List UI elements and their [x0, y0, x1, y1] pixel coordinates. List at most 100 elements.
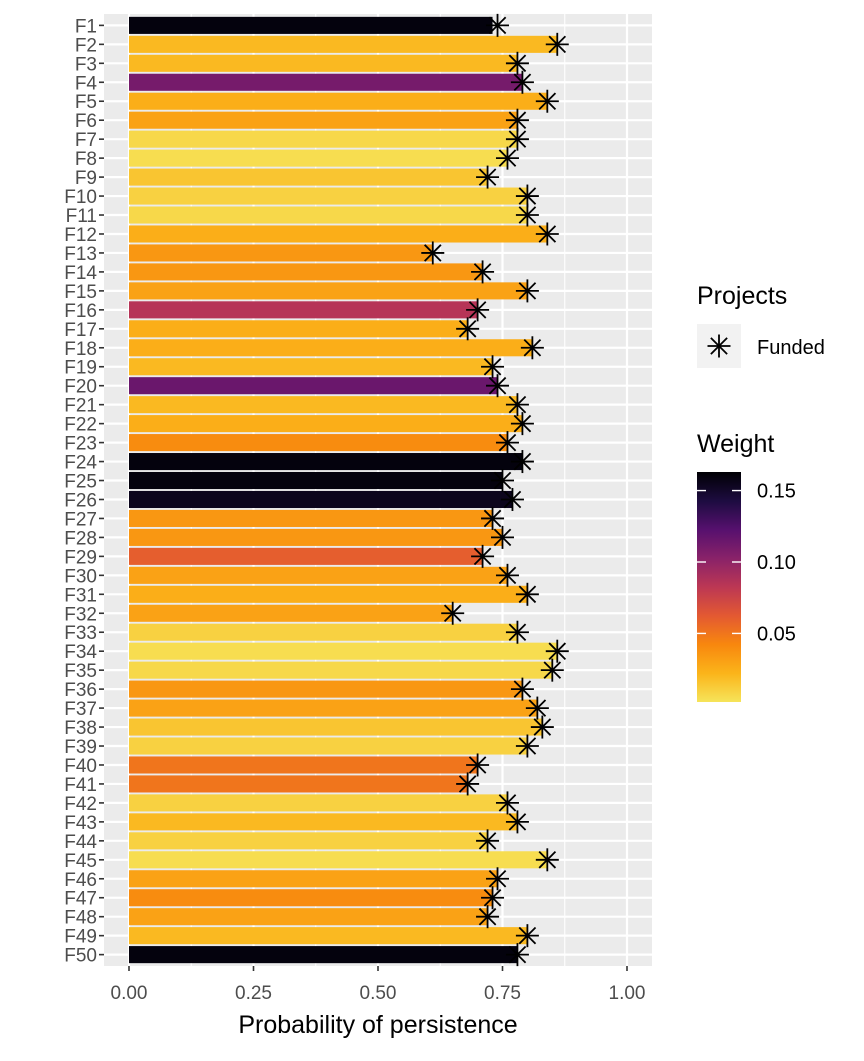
x-axis-title: Probability of persistence [238, 1011, 517, 1039]
marker-stroke [548, 35, 567, 54]
marker-stroke [473, 547, 492, 566]
y-tick-label: F37 [64, 699, 97, 720]
y-tick-label: F14 [64, 263, 97, 284]
bar-F17 [129, 320, 468, 338]
funded-marker-F8 [495, 146, 519, 170]
marker-stroke [473, 263, 492, 281]
legend-projects-title: Projects [697, 282, 787, 310]
funded-marker-F42 [495, 791, 519, 815]
marker-stroke [498, 794, 517, 812]
marker-stroke [488, 869, 507, 888]
bar-F7 [129, 130, 518, 148]
funded-marker-F28 [491, 525, 514, 549]
funded-marker-F22 [510, 412, 534, 436]
bar-F11 [129, 206, 528, 224]
funded-marker-F35 [540, 658, 564, 682]
bar-F28 [129, 528, 503, 546]
funded-marker-F34 [545, 639, 569, 663]
marker-stroke [508, 130, 527, 148]
marker-stroke [468, 756, 487, 774]
y-tick-label: F48 [64, 908, 97, 929]
y-tick-label: F33 [64, 623, 97, 644]
y-tick-label: F28 [64, 528, 97, 549]
bar-F44 [129, 832, 488, 850]
marker-stroke [458, 320, 477, 338]
bar-F4 [129, 73, 523, 91]
bar-F32 [129, 604, 453, 622]
funded-marker-F23 [495, 431, 519, 455]
y-tick-label: F7 [75, 130, 97, 151]
y-tick-label: F45 [64, 851, 97, 872]
x-tick-label: 0.75 [484, 983, 521, 1004]
marker-stroke [518, 187, 537, 205]
y-tick-label: F12 [64, 225, 97, 246]
funded-marker-F46 [486, 867, 510, 891]
y-tick-label: F8 [75, 149, 97, 170]
y-tick-label: F26 [64, 490, 97, 511]
marker-stroke [483, 509, 502, 528]
funded-marker-F7 [505, 127, 529, 151]
funded-marker-F38 [530, 715, 554, 739]
y-tick-label: F2 [75, 35, 97, 56]
y-tick-label: F34 [64, 642, 97, 663]
bar-F34 [129, 642, 558, 660]
marker-stroke [483, 357, 502, 376]
y-tick-label: F35 [64, 661, 97, 682]
marker-stroke [478, 168, 497, 186]
marker-stroke [503, 490, 522, 509]
bars [129, 16, 558, 964]
y-tick-label: F38 [64, 718, 97, 739]
marker-stroke [468, 301, 487, 319]
bar-F41 [129, 775, 468, 793]
marker-stroke [478, 907, 497, 926]
bar-F48 [129, 908, 488, 926]
funded-marker-F47 [481, 886, 505, 910]
marker-stroke [488, 16, 507, 35]
y-tick-label: F27 [64, 509, 97, 530]
funded-marker-F11 [515, 203, 539, 227]
marker-stroke [538, 225, 557, 243]
bar-F19 [129, 358, 493, 376]
funded-marker-F4 [510, 70, 534, 94]
marker-stroke [513, 73, 532, 92]
bar-F10 [129, 187, 528, 205]
bar-F38 [129, 718, 543, 736]
bar-F13 [129, 244, 433, 262]
marker-stroke [533, 718, 552, 736]
bar-F30 [129, 566, 508, 584]
bar-F50 [129, 946, 518, 964]
bar-F5 [129, 92, 548, 110]
bar-F40 [129, 756, 478, 774]
y-tick-label: F29 [64, 547, 97, 568]
x-tick-label: 0.00 [111, 983, 148, 1004]
bar-F25 [129, 471, 503, 490]
marker-stroke [528, 699, 547, 717]
weight-colorbar [697, 472, 741, 702]
marker-stroke [508, 111, 527, 129]
bar-F16 [129, 301, 478, 319]
bar-F42 [129, 794, 508, 812]
bar-F12 [129, 225, 548, 243]
funded-marker-F48 [476, 905, 500, 929]
funded-marker-F29 [471, 544, 495, 568]
marker-stroke [498, 149, 517, 167]
funded-marker-F26 [500, 487, 524, 511]
marker-stroke [488, 376, 507, 395]
funded-marker-F32 [441, 601, 465, 625]
y-tick-label: F42 [64, 794, 97, 815]
bar-F43 [129, 813, 518, 831]
marker-stroke [548, 642, 567, 660]
y-tick-label: F15 [64, 282, 97, 303]
marker-stroke [508, 813, 527, 831]
legend-funded-label: Funded [757, 337, 825, 359]
funded-marker-F49 [515, 924, 539, 948]
y-tick-label: F1 [75, 16, 97, 37]
funded-marker-F41 [456, 772, 480, 796]
marker-stroke [543, 661, 562, 679]
y-tick-label: F17 [64, 320, 97, 341]
marker-stroke [443, 604, 462, 623]
funded-marker-F18 [520, 336, 544, 360]
legend-funded-marker [707, 334, 731, 358]
